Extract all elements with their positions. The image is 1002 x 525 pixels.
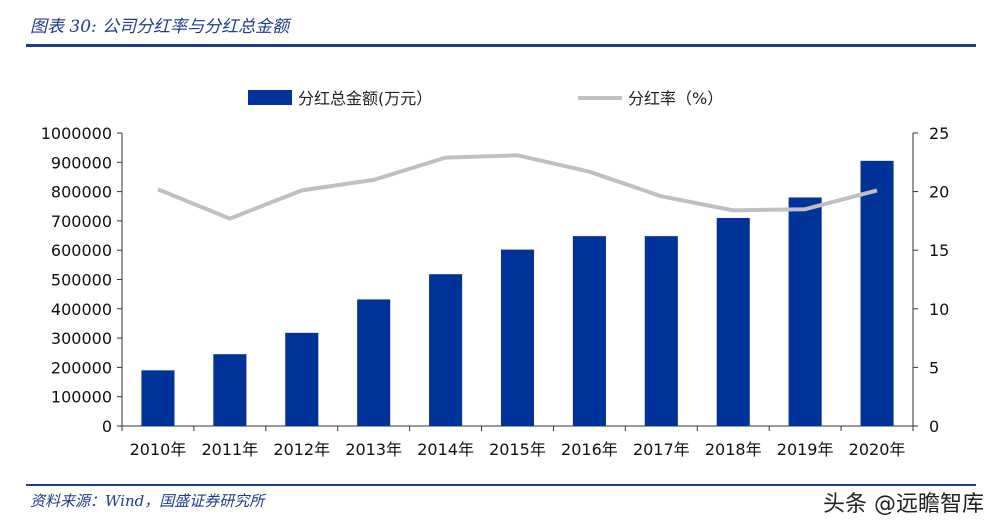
y-right-tick-label: 15: [929, 241, 949, 260]
y-left-tick-label: 0: [102, 417, 112, 436]
y-left-tick-label: 100000: [51, 388, 112, 407]
legend-bar-swatch: [248, 90, 292, 105]
title-rule: [26, 44, 976, 47]
y-left-tick-label: 600000: [51, 241, 112, 260]
axes: 0 100000 200000 300000 400000 500000 600000 700…: [41, 124, 950, 459]
y-left-tick-label: 400000: [51, 300, 112, 319]
x-tick-label: 2015年: [489, 440, 546, 459]
legend: 分红总金额(万元） 分红率（%）: [248, 89, 723, 108]
bar: [357, 299, 391, 426]
bar: [716, 217, 750, 426]
x-tick-label: 2016年: [561, 440, 618, 459]
x-tick-label: 2017年: [633, 440, 690, 459]
watermark: 头条 @远瞻智库: [823, 492, 984, 517]
x-tick-label: 2012年: [273, 440, 330, 459]
y-left-tick-label: 300000: [51, 329, 112, 348]
y-left-tick-label: 500000: [51, 271, 112, 290]
y-right-tick-label: 20: [929, 183, 949, 202]
x-tick-label: 2013年: [345, 440, 402, 459]
y-right-tick-label: 0: [929, 417, 939, 436]
y-left-tick-label: 900000: [51, 153, 112, 172]
bar: [644, 236, 678, 426]
y-left-tick-label: 200000: [51, 358, 112, 377]
bar: [500, 249, 535, 426]
y-right-tick-label: 10: [929, 300, 949, 319]
y-left-tick-label: 700000: [51, 212, 112, 231]
y-right-tick-label: 5: [929, 358, 939, 377]
x-tick-label: 2011年: [201, 440, 258, 459]
figure-title: 图表 30: 公司分红率与分红总金额: [30, 17, 290, 37]
x-tick-label: 2018年: [705, 440, 762, 459]
bar: [572, 236, 606, 426]
bar: [429, 274, 463, 426]
footer-rule: [26, 484, 976, 486]
x-tick-label: 2014年: [417, 440, 474, 459]
legend-bar-label: 分红总金额(万元）: [298, 89, 432, 108]
bar: [285, 332, 319, 426]
source-note: 资料来源：Wind，国盛证券研究所: [30, 492, 265, 510]
bars: [141, 160, 894, 426]
bar: [141, 370, 175, 426]
bar: [860, 160, 894, 426]
line-series-path: [157, 153, 878, 221]
x-tick-label: 2019年: [777, 440, 834, 459]
legend-line-label: 分红率（%）: [628, 89, 723, 108]
x-tick-label: 2010年: [130, 440, 187, 459]
bar: [788, 197, 822, 426]
y-right-tick-label: 25: [929, 124, 949, 143]
line-series: [157, 153, 878, 221]
y-left-tick-label: 1000000: [41, 124, 112, 143]
x-tick-label: 2020年: [849, 440, 906, 459]
bar: [213, 354, 247, 426]
y-left-tick-label: 800000: [51, 183, 112, 202]
